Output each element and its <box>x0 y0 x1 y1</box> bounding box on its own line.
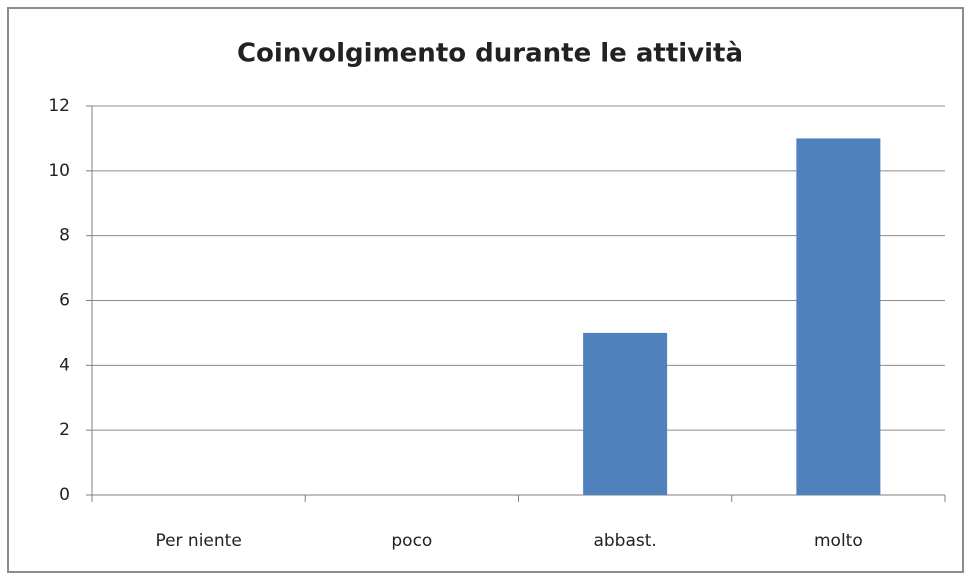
y-tick-label: 6 <box>59 291 70 311</box>
y-tick-label: 0 <box>59 485 70 505</box>
x-tick-label: poco <box>391 531 432 551</box>
bar <box>583 332 668 495</box>
x-tick-label: molto <box>814 531 863 551</box>
y-tick-label: 10 <box>48 161 70 181</box>
x-tick-label: Per niente <box>155 531 241 551</box>
bar <box>796 138 881 495</box>
y-tick-label: 2 <box>59 420 70 440</box>
y-tick-label: 12 <box>48 96 70 116</box>
x-tick-label: abbast. <box>593 531 656 551</box>
y-tick-label: 8 <box>59 226 70 246</box>
chart-title: Coinvolgimento durante le attività <box>237 39 743 69</box>
y-tick-label: 4 <box>59 355 70 375</box>
